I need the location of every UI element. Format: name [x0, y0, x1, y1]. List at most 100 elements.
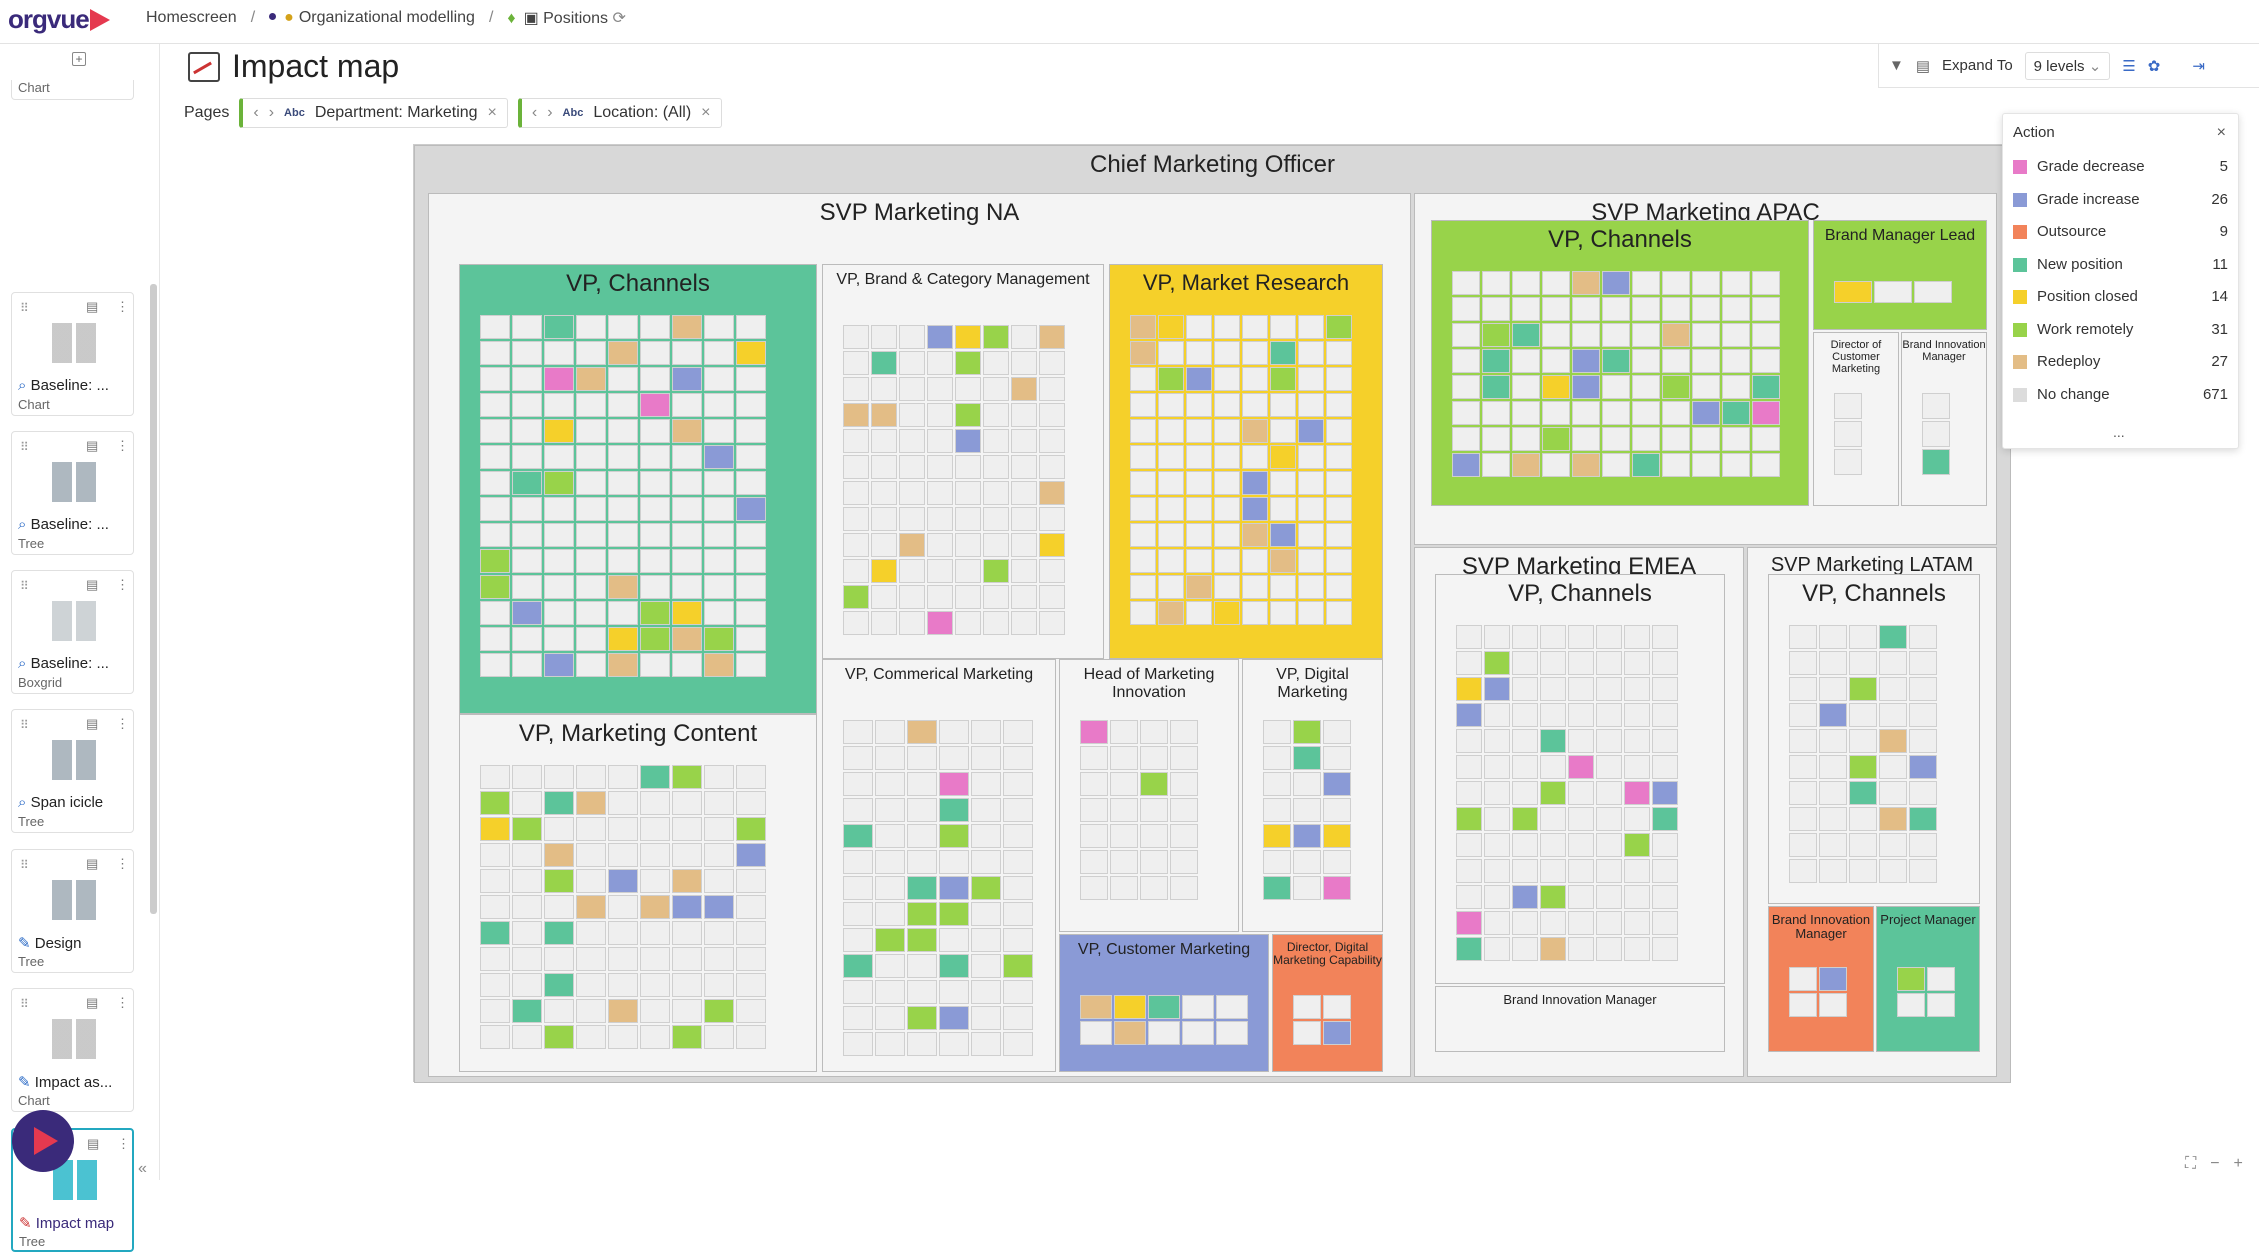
position-cell[interactable] [608, 315, 638, 339]
position-cell[interactable] [1572, 297, 1600, 321]
position-cell[interactable] [1652, 651, 1678, 675]
position-cell[interactable] [1326, 445, 1352, 469]
position-cell[interactable] [1186, 549, 1212, 573]
close-icon[interactable]: × [487, 104, 497, 121]
position-cell[interactable] [640, 341, 670, 365]
position-cell[interactable] [672, 523, 702, 547]
position-cell[interactable] [1214, 367, 1240, 391]
position-cell[interactable] [939, 772, 969, 796]
position-cell[interactable] [1879, 677, 1907, 701]
position-cell[interactable] [1879, 807, 1907, 831]
position-cell[interactable] [1789, 703, 1817, 727]
position-cell[interactable] [1080, 772, 1108, 796]
position-cell[interactable] [1568, 859, 1594, 883]
position-cell[interactable] [1512, 453, 1540, 477]
zoom-in-icon[interactable]: + [2233, 1155, 2243, 1172]
position-cell[interactable] [871, 377, 897, 401]
position-cell[interactable] [1789, 625, 1817, 649]
position-cell[interactable] [512, 393, 542, 417]
position-cell[interactable] [1624, 625, 1650, 649]
position-cell[interactable] [1542, 375, 1570, 399]
position-cell[interactable] [1456, 833, 1482, 857]
position-cell[interactable] [843, 455, 869, 479]
zoom-out-icon[interactable]: − [2210, 1155, 2220, 1172]
position-cell[interactable] [1819, 677, 1847, 701]
position-cell[interactable] [1484, 937, 1510, 961]
position-cell[interactable] [1011, 533, 1037, 557]
position-cell[interactable] [1298, 575, 1324, 599]
position-cell[interactable] [1596, 651, 1622, 675]
position-cell[interactable] [1897, 993, 1925, 1017]
position-cell[interactable] [1662, 375, 1690, 399]
position-cell[interactable] [1789, 833, 1817, 857]
position-cell[interactable] [1452, 349, 1480, 373]
position-cell[interactable] [640, 523, 670, 547]
position-cell[interactable] [1003, 824, 1033, 848]
position-cell[interactable] [608, 843, 638, 867]
position-cell[interactable] [1652, 625, 1678, 649]
position-cell[interactable] [1512, 937, 1538, 961]
position-cell[interactable] [1263, 746, 1291, 770]
position-cell[interactable] [640, 791, 670, 815]
position-cell[interactable] [843, 325, 869, 349]
position-cell[interactable] [1572, 349, 1600, 373]
position-cell[interactable] [1148, 995, 1180, 1019]
node-brand-innovation-latam[interactable]: Brand Innovation Manager [1768, 906, 1874, 1052]
position-cell[interactable] [512, 471, 542, 495]
position-cell[interactable] [1298, 341, 1324, 365]
position-cell[interactable] [544, 817, 574, 841]
position-cell[interactable] [576, 393, 606, 417]
avatar[interactable] [12, 1110, 74, 1172]
position-cell[interactable] [955, 351, 981, 375]
position-cell[interactable] [1186, 471, 1212, 495]
position-cell[interactable] [672, 601, 702, 625]
position-cell[interactable] [1849, 807, 1877, 831]
position-cell[interactable] [736, 445, 766, 469]
position-cell[interactable] [955, 403, 981, 427]
position-cell[interactable] [640, 627, 670, 651]
position-cell[interactable] [1512, 349, 1540, 373]
position-cell[interactable] [1909, 859, 1937, 883]
node-vp-channels-na[interactable]: VP, Channels [459, 264, 817, 714]
position-cell[interactable] [704, 843, 734, 867]
position-cell[interactable] [512, 367, 542, 391]
position-cell[interactable] [1484, 911, 1510, 935]
node-vp-commercial[interactable]: VP, Commerical Marketing [822, 659, 1056, 1072]
position-cell[interactable] [1110, 850, 1138, 874]
position-cell[interactable] [1512, 755, 1538, 779]
position-cell[interactable] [927, 611, 953, 635]
next-page-icon[interactable]: › [268, 104, 275, 121]
position-cell[interactable] [1263, 772, 1291, 796]
position-cell[interactable] [1596, 677, 1622, 701]
position-cell[interactable] [512, 549, 542, 573]
position-cell[interactable] [927, 585, 953, 609]
position-cell[interactable] [971, 1032, 1001, 1056]
position-cell[interactable] [927, 429, 953, 453]
position-cell[interactable] [512, 921, 542, 945]
position-cell[interactable] [1130, 601, 1156, 625]
position-cell[interactable] [1170, 772, 1198, 796]
position-cell[interactable] [1512, 271, 1540, 295]
position-cell[interactable] [1909, 781, 1937, 805]
position-cell[interactable] [1652, 755, 1678, 779]
position-cell[interactable] [1484, 859, 1510, 883]
position-cell[interactable] [672, 817, 702, 841]
position-cell[interactable] [1482, 349, 1510, 373]
position-cell[interactable] [512, 1025, 542, 1049]
position-cell[interactable] [736, 549, 766, 573]
position-cell[interactable] [907, 824, 937, 848]
position-cell[interactable] [1214, 419, 1240, 443]
position-cell[interactable] [843, 377, 869, 401]
position-cell[interactable] [640, 843, 670, 867]
position-cell[interactable] [843, 585, 869, 609]
node-vp-digital[interactable]: VP, Digital Marketing [1242, 659, 1383, 932]
position-cell[interactable] [1849, 703, 1877, 727]
position-cell[interactable] [640, 367, 670, 391]
position-cell[interactable] [544, 575, 574, 599]
position-cell[interactable] [843, 507, 869, 531]
position-cell[interactable] [1879, 729, 1907, 753]
position-cell[interactable] [1652, 729, 1678, 753]
position-cell[interactable] [1512, 885, 1538, 909]
position-cell[interactable] [608, 999, 638, 1023]
position-cell[interactable] [871, 429, 897, 453]
